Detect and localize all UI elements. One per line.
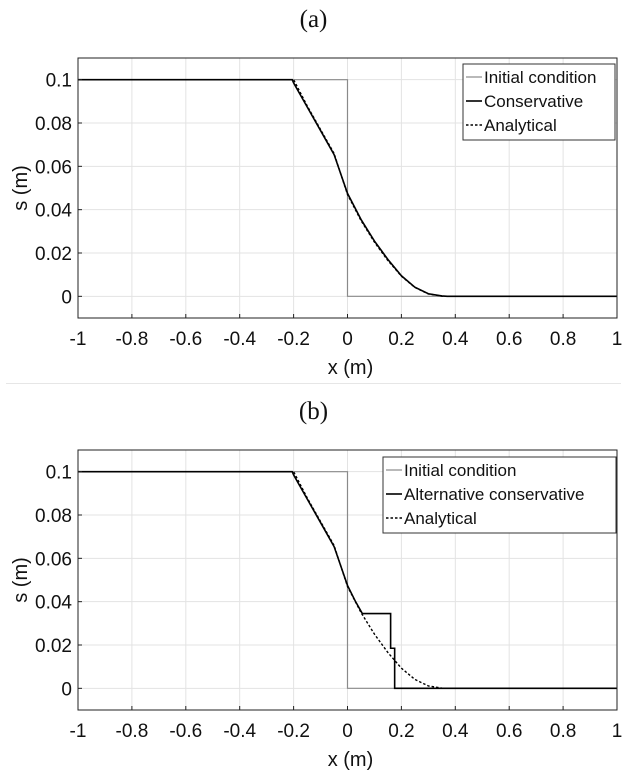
chart-canvas-b: -1 -0.8 -0.6 -0.4 -0.2 0 0.2 0.4 0.6 0.8 1 0 0.02 0.0…: [10, 449, 623, 771]
x-tick-label: -0.8: [116, 721, 149, 742]
chart-canvas-a: -1 -0.8 -0.6 -0.4 -0.2 0 0.2 0.4 0.6 0.8 1 0 0.02 0.0…: [10, 57, 623, 379]
y-tick-label: 0.1: [46, 71, 72, 92]
x-tick-label: 0.6: [496, 329, 522, 350]
y-tick-label: 0.08: [35, 114, 72, 135]
legend-box: [462, 63, 616, 141]
x-tick-label: 0.4: [442, 329, 469, 350]
legend-label: Initial condition: [404, 461, 516, 480]
x-tick-label: 0.8: [550, 721, 576, 742]
x-tick-label: -0.2: [277, 721, 310, 742]
y-tick-label: 0.06: [35, 157, 72, 178]
x-axis-label: x (m): [328, 357, 374, 379]
y-tick-label: 0.02: [35, 244, 72, 265]
x-tick-label: 1: [612, 329, 623, 350]
x-tick-label: -1: [70, 721, 87, 742]
chart-panel-b: (b) -1 -0.8 -0.6 -0.4 -0.2 0 0.2 0.4 0.6 0.8 1 0 0.0…: [0, 392, 627, 784]
x-tick-label: 1: [612, 721, 623, 742]
legend-box: [382, 456, 617, 534]
chart-title: (b): [298, 398, 329, 425]
x-tick-label: 0.2: [388, 329, 414, 350]
x-tick-label: -0.4: [223, 721, 256, 742]
legend-label: Initial condition: [484, 68, 596, 87]
legend-label: Conservative: [484, 92, 583, 111]
chart-title: (a): [299, 6, 328, 33]
x-tick-label: 0.4: [442, 721, 469, 742]
series-line-analytical: [78, 470, 617, 690]
x-tick-label: 0.6: [496, 721, 522, 742]
x-tick-label: -0.6: [169, 721, 202, 742]
x-tick-label: -0.2: [277, 329, 310, 350]
panel-divider: [6, 383, 621, 384]
chart-panel-a: (a) -1 -0.8 -0.6 -0.4 -0.2 0 0.2 0.4 0.6 0.8 1 0 0.0…: [6, 6, 623, 384]
y-axis-label: s (m): [10, 165, 32, 211]
y-tick-label: 0.04: [35, 593, 72, 614]
y-tick-label: 0.04: [35, 201, 72, 222]
y-tick-label: 0.08: [35, 506, 72, 527]
x-tick-label: -0.8: [116, 329, 149, 350]
x-tick-label: 0.8: [550, 329, 576, 350]
y-tick-label: 0.1: [46, 463, 72, 484]
legend-label: Analytical: [484, 116, 557, 135]
x-tick-label: -1: [70, 329, 87, 350]
x-axis-label: x (m): [328, 749, 374, 771]
y-tick-label: 0: [61, 679, 72, 700]
y-tick-label: 0: [61, 287, 72, 308]
legend-label: Alternative conservative: [404, 485, 584, 504]
y-tick-label: 0.06: [35, 549, 72, 570]
legend-label: Analytical: [404, 509, 477, 528]
x-tick-label: 0.2: [388, 721, 414, 742]
x-tick-label: 0: [342, 721, 353, 742]
x-tick-label: -0.4: [223, 329, 256, 350]
x-tick-label: 0: [342, 329, 353, 350]
y-tick-label: 0.02: [35, 636, 72, 657]
y-axis-label: s (m): [10, 557, 32, 603]
x-tick-label: -0.6: [169, 329, 202, 350]
series-line-analytical: [78, 78, 617, 298]
